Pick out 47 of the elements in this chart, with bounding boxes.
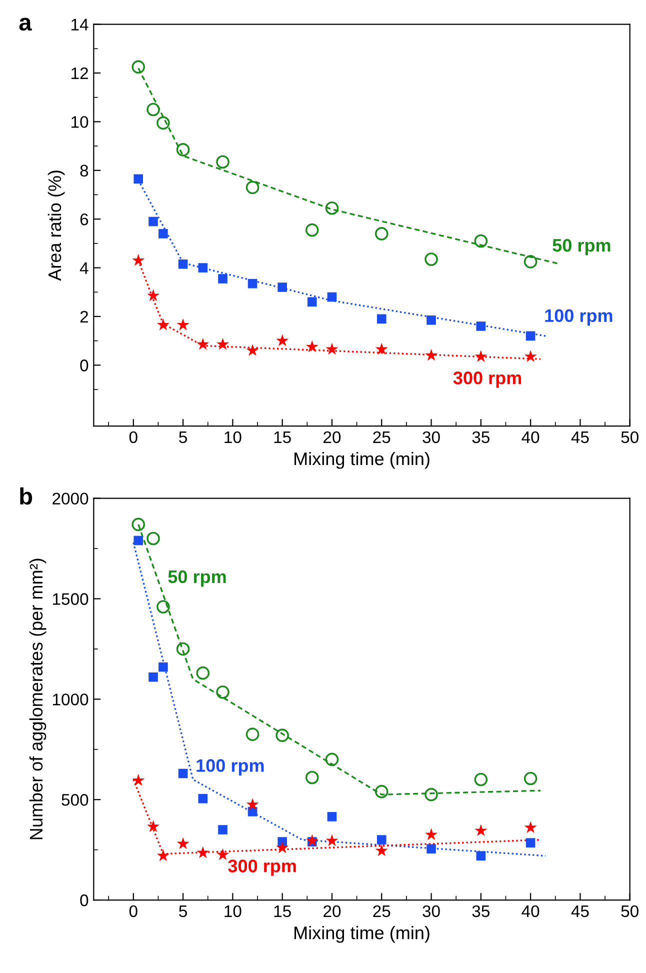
x-axis-title: Mixing time (min) — [294, 926, 430, 943]
x-tick-label: 45 — [571, 431, 589, 444]
y-axis-title: Number of agglomerates (per mm²) — [29, 558, 46, 840]
y-tick-label: 2000 — [52, 492, 88, 505]
x-tick-label: 30 — [422, 431, 440, 444]
chart-title: a — [19, 18, 32, 31]
x-tick-label: 35 — [472, 905, 490, 918]
y-tick-label: 10 — [72, 116, 88, 128]
x-tick-label: 0 — [129, 905, 138, 918]
y-tick-label: 8 — [80, 164, 88, 177]
y-tick-label: 500 — [62, 794, 88, 806]
y-tick-label: 6 — [80, 213, 88, 226]
series-label: 300 rpm — [453, 372, 522, 388]
series-label: 50 rpm — [168, 570, 226, 587]
y-tick-label: 0 — [80, 894, 88, 906]
y-axis-title: Area ratio (%) — [48, 170, 65, 281]
y-tick-label: 2 — [80, 310, 88, 323]
x-tick-label: 50 — [621, 431, 638, 444]
x-tick-label: 25 — [373, 431, 390, 444]
y-tick-label: 1500 — [53, 593, 88, 605]
x-tick-label: 40 — [522, 431, 540, 444]
series-label: 100 rpm — [545, 309, 612, 326]
x-tick-label: 10 — [224, 905, 242, 918]
series-label: 100 rpm — [196, 759, 264, 776]
x-tick-label: 20 — [324, 431, 341, 444]
y-tick-label: 14 — [72, 18, 88, 30]
x-tick-label: 20 — [324, 905, 341, 918]
x-tick-label: 35 — [472, 431, 490, 444]
y-tick-label: 1000 — [53, 694, 88, 706]
x-tick-label: 15 — [274, 906, 291, 918]
x-tick-label: 50 — [621, 905, 638, 918]
x-tick-label: 40 — [522, 905, 540, 918]
x-tick-label: 30 — [422, 905, 440, 918]
y-tick-label: 0 — [80, 360, 88, 372]
x-tick-label: 5 — [179, 906, 187, 918]
x-tick-label: 25 — [373, 905, 390, 918]
x-tick-label: 15 — [274, 431, 291, 444]
series-label: 50 rpm — [552, 238, 610, 256]
x-axis-title: Mixing time (min) — [294, 452, 430, 469]
y-tick-label: 4 — [80, 262, 88, 274]
chart-title: b — [20, 487, 32, 505]
y-tick-label: 12 — [72, 67, 88, 80]
x-tick-label: 45 — [571, 906, 589, 918]
x-tick-label: 0 — [129, 431, 138, 444]
x-tick-label: 10 — [224, 431, 242, 444]
x-tick-label: 5 — [179, 431, 187, 444]
series-label: 300 rpm — [228, 860, 296, 876]
